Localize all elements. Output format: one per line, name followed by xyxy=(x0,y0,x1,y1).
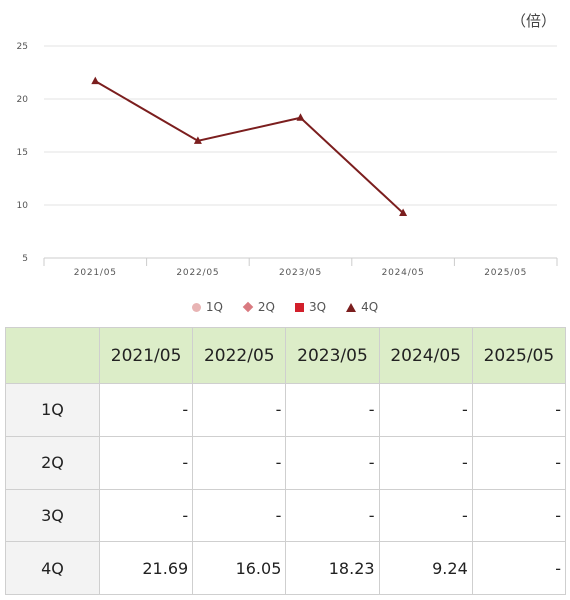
y-tick-label: 25 xyxy=(17,42,28,52)
series-line-4q xyxy=(94,80,404,214)
square-marker-icon xyxy=(295,302,304,312)
x-tick-label: 2024/05 xyxy=(382,268,425,278)
table-cell: 9.24 xyxy=(378,541,473,595)
table-cell: - xyxy=(471,488,567,543)
data-point-4q xyxy=(193,136,202,144)
table-row: 4Q 21.69 16.05 18.23 9.24 - xyxy=(5,541,567,595)
table-cell: - xyxy=(471,435,567,490)
table-cell: - xyxy=(98,383,194,437)
legend-item-3q[interactable]: 3Q xyxy=(295,300,326,314)
y-tick-label: 15 xyxy=(17,148,28,158)
table-cell: - xyxy=(285,488,380,543)
table-cell: - xyxy=(285,383,380,437)
table-cell: - xyxy=(378,488,473,543)
x-tick-label: 2023/05 xyxy=(279,268,322,278)
legend-item-1q[interactable]: 1Q xyxy=(191,300,223,314)
y-tick-label: 20 xyxy=(17,95,29,105)
unit-label: （倍） xyxy=(510,12,556,30)
x-tick-label: 2021/05 xyxy=(74,268,117,278)
row-header: 3Q xyxy=(5,488,100,543)
triangle-marker-icon xyxy=(346,302,357,312)
diamond-marker-icon xyxy=(242,301,254,313)
row-header: 2Q xyxy=(5,435,100,490)
column-header: 2023/05 xyxy=(285,327,380,384)
row-header: 4Q xyxy=(5,541,100,595)
chart-legend: 1Q 2Q 3Q 4Q xyxy=(0,297,570,317)
column-header: 2025/05 xyxy=(471,327,567,384)
table-row: 3Q - - - - - xyxy=(5,488,567,543)
legend-label: 2Q xyxy=(257,300,275,314)
column-header: 2021/05 xyxy=(98,327,194,384)
data-point-4q xyxy=(296,113,305,121)
data-point-4q xyxy=(91,76,100,85)
x-tick-label: 2025/05 xyxy=(484,268,527,278)
table-row: 2Q - - - - - xyxy=(5,435,567,490)
legend-label: 4Q xyxy=(361,300,379,314)
table-row: 1Q - - - - - xyxy=(5,383,567,437)
table-cell: 21.69 xyxy=(98,541,194,595)
legend-label: 3Q xyxy=(309,300,327,314)
table-cell: - xyxy=(285,435,380,490)
data-table: 2021/05 2022/05 2023/05 2024/05 2025/05 … xyxy=(5,327,567,595)
legend-item-2q[interactable]: 2Q xyxy=(242,300,275,314)
table-cell: 16.05 xyxy=(192,541,287,595)
legend-label: 1Q xyxy=(205,300,223,314)
table-cell: 18.23 xyxy=(285,541,380,595)
table-cell: - xyxy=(378,435,473,490)
legend-item-4q[interactable]: 4Q xyxy=(346,300,378,314)
row-header: 1Q xyxy=(5,383,100,437)
line-chart: 5 10 15 20 25 2021/05 2022/05 2023/05 2024/05 202… xyxy=(17,42,558,278)
table-header-row: 2021/05 2022/05 2023/05 2024/05 2025/05 xyxy=(5,327,567,384)
y-tick-label: 5 xyxy=(22,254,28,264)
table-corner-cell xyxy=(5,327,100,384)
column-header: 2022/05 xyxy=(192,327,287,384)
table-cell: - xyxy=(192,383,287,437)
y-tick-label: 10 xyxy=(17,201,29,211)
table-cell: - xyxy=(98,488,194,543)
table-cell: - xyxy=(192,435,287,490)
table-cell: - xyxy=(378,383,473,437)
table-cell: - xyxy=(192,488,287,543)
data-point-4q xyxy=(399,208,408,217)
x-tick-label: 2022/05 xyxy=(176,268,219,278)
table-cell: - xyxy=(471,383,567,437)
table-cell: - xyxy=(471,541,567,595)
circle-marker-icon xyxy=(191,302,201,312)
table-cell: - xyxy=(98,435,194,490)
column-header: 2024/05 xyxy=(378,327,473,384)
